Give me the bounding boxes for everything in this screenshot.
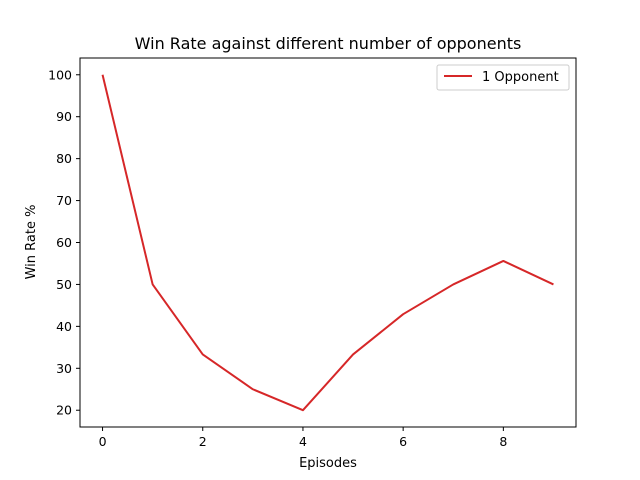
y-axis-label: Win Rate %	[24, 205, 39, 280]
x-tick-label: 0	[99, 434, 107, 449]
x-tick-label: 6	[399, 434, 407, 449]
y-tick-label: 60	[56, 235, 72, 250]
x-axis-label: Episodes	[299, 456, 357, 471]
y-tick-label: 80	[56, 151, 72, 166]
series-lines	[101, 74, 554, 412]
x-tick-label: 8	[499, 434, 507, 449]
legend-label-1-opponent: 1 Opponent	[482, 70, 559, 85]
y-tick-label: 30	[56, 361, 72, 376]
y-tick-label: 20	[56, 403, 72, 418]
y-tick-label: 70	[56, 193, 72, 208]
series-line-1-opponent	[101, 74, 554, 412]
x-tick-label: 4	[299, 434, 307, 449]
x-tick-label: 2	[199, 434, 207, 449]
y-tick-label: 50	[56, 277, 72, 292]
y-tick-label: 40	[56, 319, 72, 334]
y-tick-label: 90	[56, 109, 72, 124]
plot-area-frame	[79, 57, 577, 428]
chart-title: Win Rate against different number of opp…	[135, 34, 522, 53]
y-tick-label: 100	[48, 67, 72, 82]
y-axis-ticks: 20 30 40 50 60 70 80 90 100	[48, 67, 80, 418]
legend: 1 Opponent	[436, 64, 570, 91]
legend-box	[436, 64, 570, 91]
x-axis-ticks: 0 2 4 6 8	[99, 427, 507, 449]
